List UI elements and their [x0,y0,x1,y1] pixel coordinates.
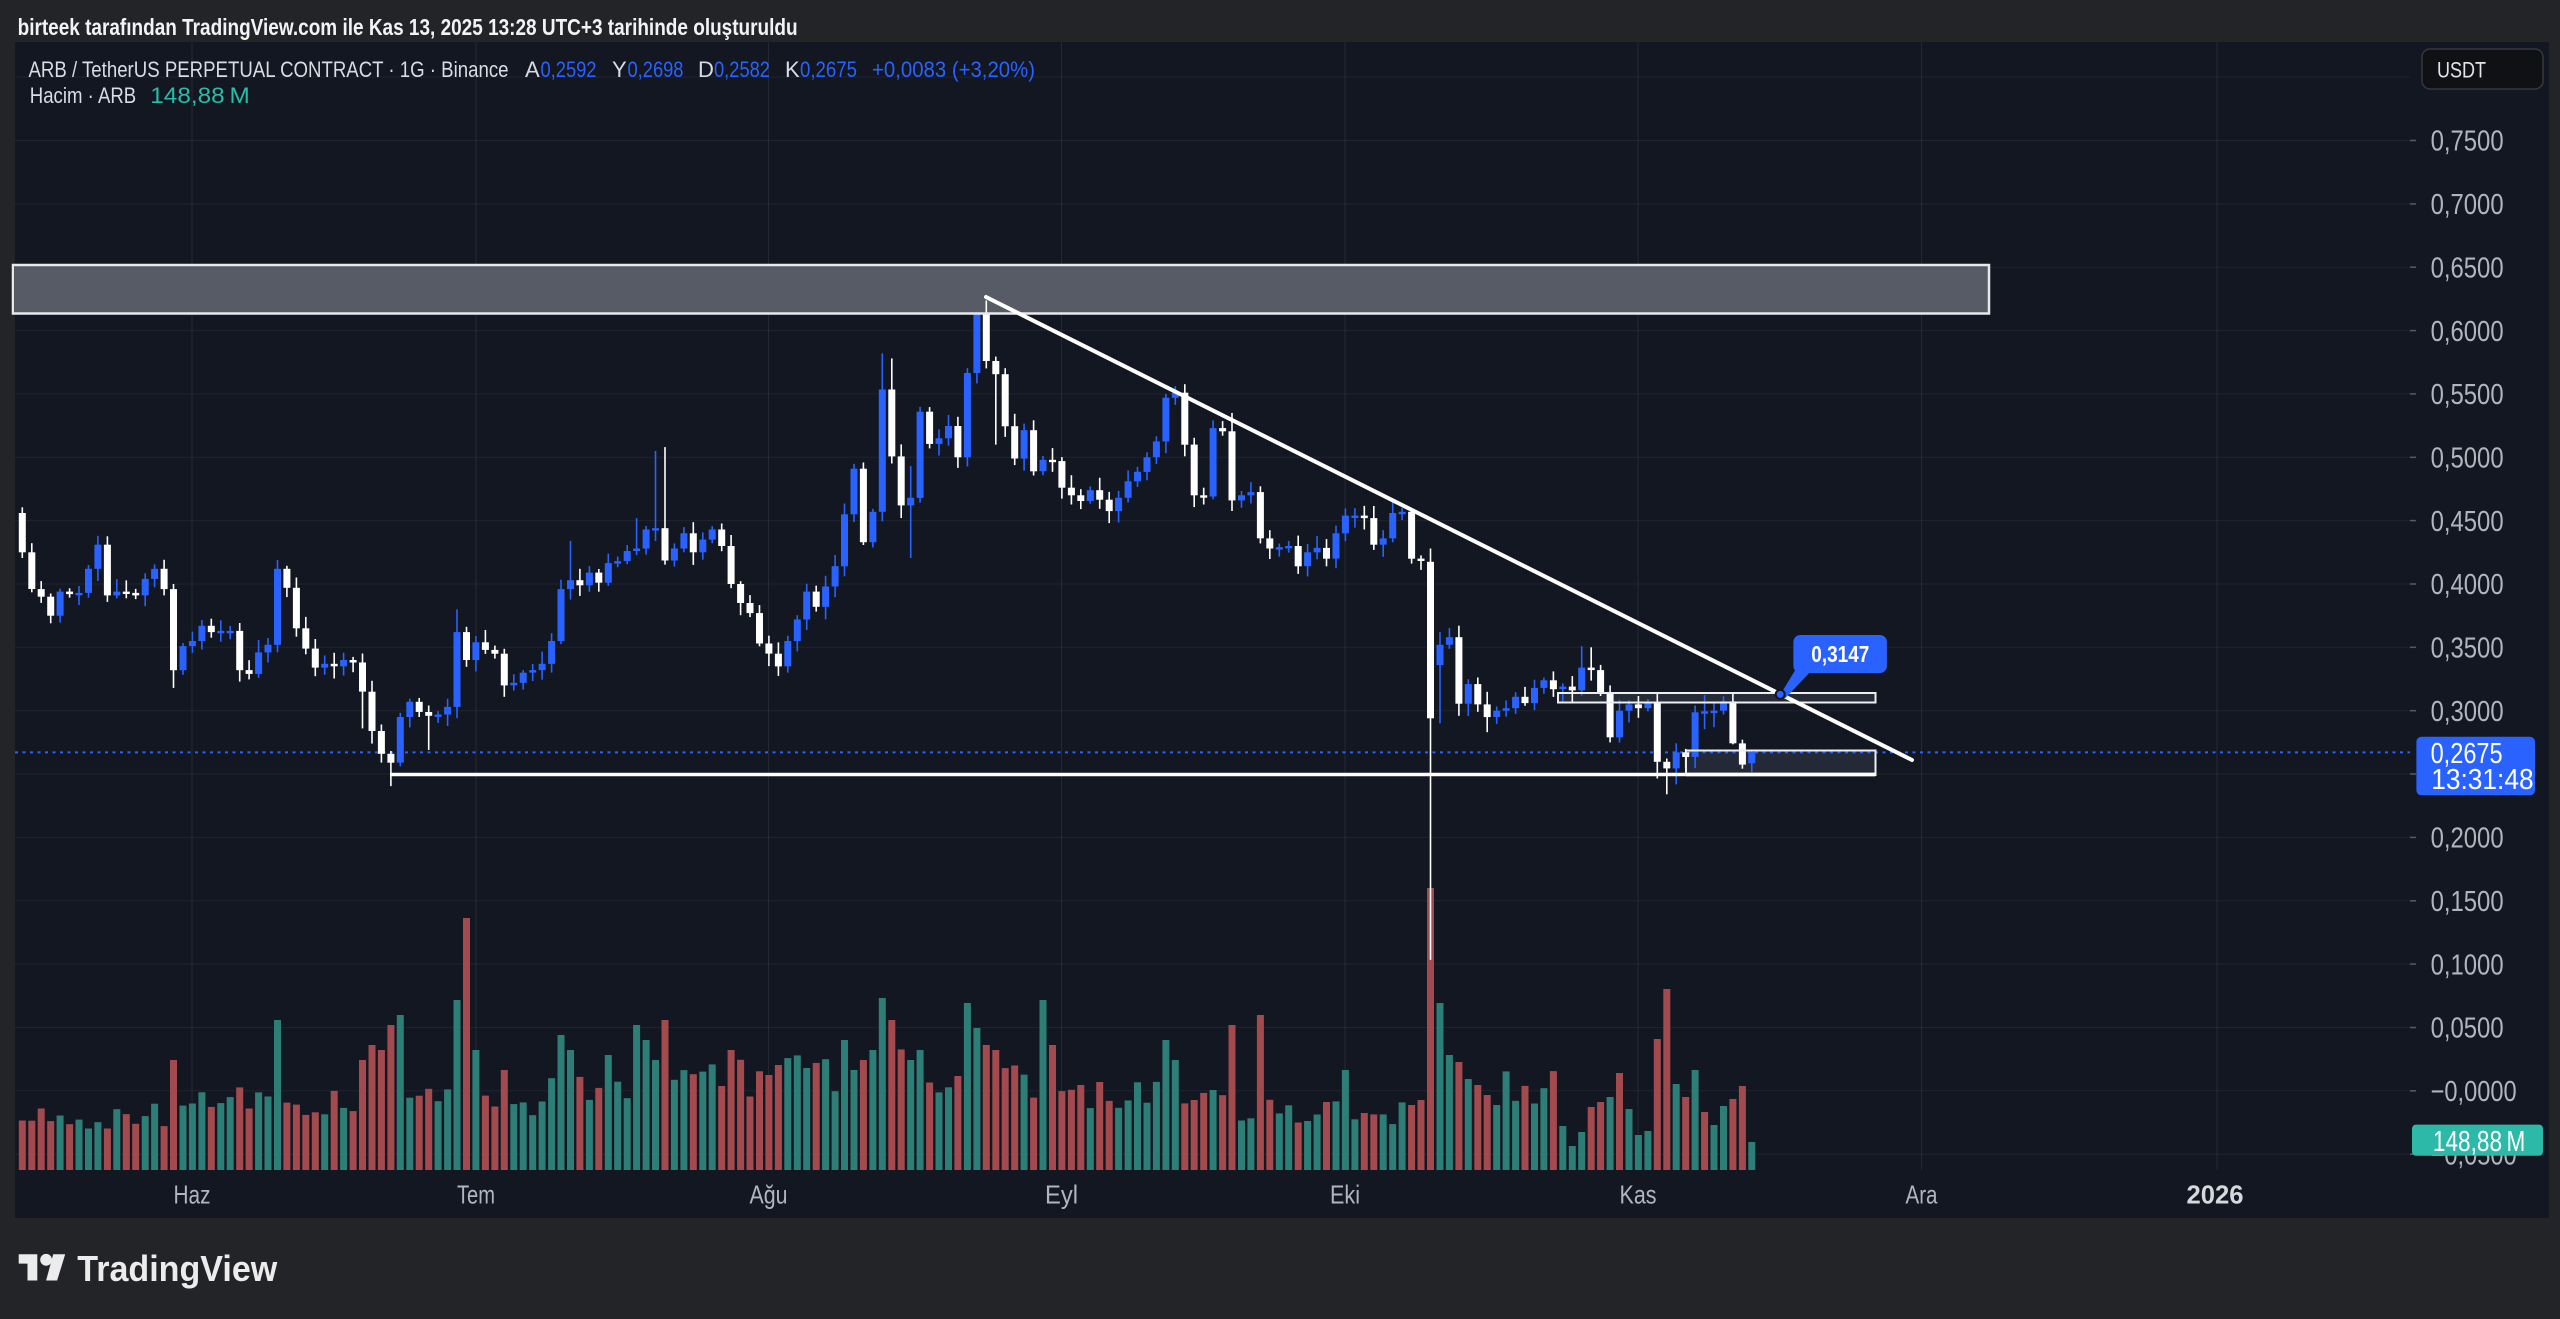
svg-text:148,88 M: 148,88 M [2433,1126,2526,1158]
svg-text:Haz: Haz [174,1180,211,1210]
svg-text:TradingView: TradingView [77,1248,278,1289]
svg-text:Hacim · ARB: Hacim · ARB [30,83,136,108]
svg-text:0,2698: 0,2698 [628,57,684,82]
svg-text:0,3147: 0,3147 [1811,641,1869,667]
svg-text:0,2675: 0,2675 [800,57,857,82]
svg-text:D: D [698,57,714,82]
svg-text:0,5000: 0,5000 [2431,443,2504,475]
svg-text:Ara: Ara [1906,1180,1938,1210]
svg-text:0,1500: 0,1500 [2431,886,2504,918]
svg-text:Y: Y [612,57,627,82]
svg-text:0,2582: 0,2582 [714,57,770,82]
svg-text:USDT: USDT [2437,58,2486,83]
svg-text:0,7000: 0,7000 [2431,189,2504,221]
svg-text:Kas: Kas [1620,1180,1657,1210]
svg-text:birteek tarafından TradingView: birteek tarafından TradingView.com ile K… [18,14,798,40]
svg-text:0,4500: 0,4500 [2431,506,2504,538]
svg-text:Ağu: Ağu [750,1180,788,1210]
svg-text:0,3000: 0,3000 [2431,696,2504,728]
svg-text:0,7500: 0,7500 [2431,126,2504,158]
svg-text:0,2000: 0,2000 [2431,823,2504,855]
svg-text:0,3500: 0,3500 [2431,633,2504,665]
svg-text:K: K [785,57,800,82]
svg-text:0,2592: 0,2592 [541,57,597,82]
svg-text:2026: 2026 [2187,1180,2244,1210]
svg-text:Eki: Eki [1330,1180,1360,1210]
svg-text:Tem: Tem [457,1180,495,1210]
svg-text:A: A [525,57,540,82]
svg-text:0,1000: 0,1000 [2431,949,2504,981]
svg-text:0,4000: 0,4000 [2431,569,2504,601]
svg-text:0,6000: 0,6000 [2431,316,2504,348]
svg-text:Eyl: Eyl [1045,1180,1078,1210]
svg-text:ARB / TetherUS PERPETUAL CONTR: ARB / TetherUS PERPETUAL CONTRACT · 1G ·… [29,57,509,82]
svg-text:−0,0000: −0,0000 [2431,1076,2517,1108]
svg-text:+0,0083 (+3,20%): +0,0083 (+3,20%) [872,57,1035,82]
svg-text:13:31:48: 13:31:48 [2431,764,2533,796]
svg-text:0,0500: 0,0500 [2431,1013,2504,1045]
svg-text:0,5500: 0,5500 [2431,379,2504,411]
svg-text:0,6500: 0,6500 [2431,252,2504,284]
svg-text:0,2675: 0,2675 [2431,738,2503,770]
svg-text:148,88 M: 148,88 M [150,83,249,108]
